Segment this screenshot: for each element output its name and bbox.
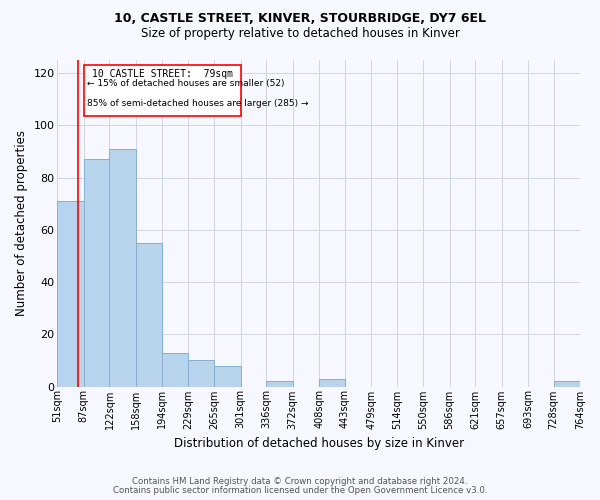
Text: 85% of semi-detached houses are larger (285) →: 85% of semi-detached houses are larger (… [87,98,308,108]
FancyBboxPatch shape [84,65,241,116]
Text: 10, CASTLE STREET, KINVER, STOURBRIDGE, DY7 6EL: 10, CASTLE STREET, KINVER, STOURBRIDGE, … [114,12,486,26]
Bar [554,382,580,386]
Bar [58,201,84,386]
Text: Contains HM Land Registry data © Crown copyright and database right 2024.: Contains HM Land Registry data © Crown c… [132,477,468,486]
Bar [109,149,136,386]
Bar [84,160,109,386]
Text: ← 15% of detached houses are smaller (52): ← 15% of detached houses are smaller (52… [87,79,284,88]
Bar [266,382,293,386]
X-axis label: Distribution of detached houses by size in Kinver: Distribution of detached houses by size … [173,437,464,450]
Bar [136,243,162,386]
Text: Contains public sector information licensed under the Open Government Licence v3: Contains public sector information licen… [113,486,487,495]
Bar [319,378,345,386]
Bar [214,366,241,386]
Bar [162,352,188,386]
Text: Size of property relative to detached houses in Kinver: Size of property relative to detached ho… [140,28,460,40]
Bar [188,360,214,386]
Y-axis label: Number of detached properties: Number of detached properties [15,130,28,316]
Text: 10 CASTLE STREET:  79sqm: 10 CASTLE STREET: 79sqm [92,69,233,79]
